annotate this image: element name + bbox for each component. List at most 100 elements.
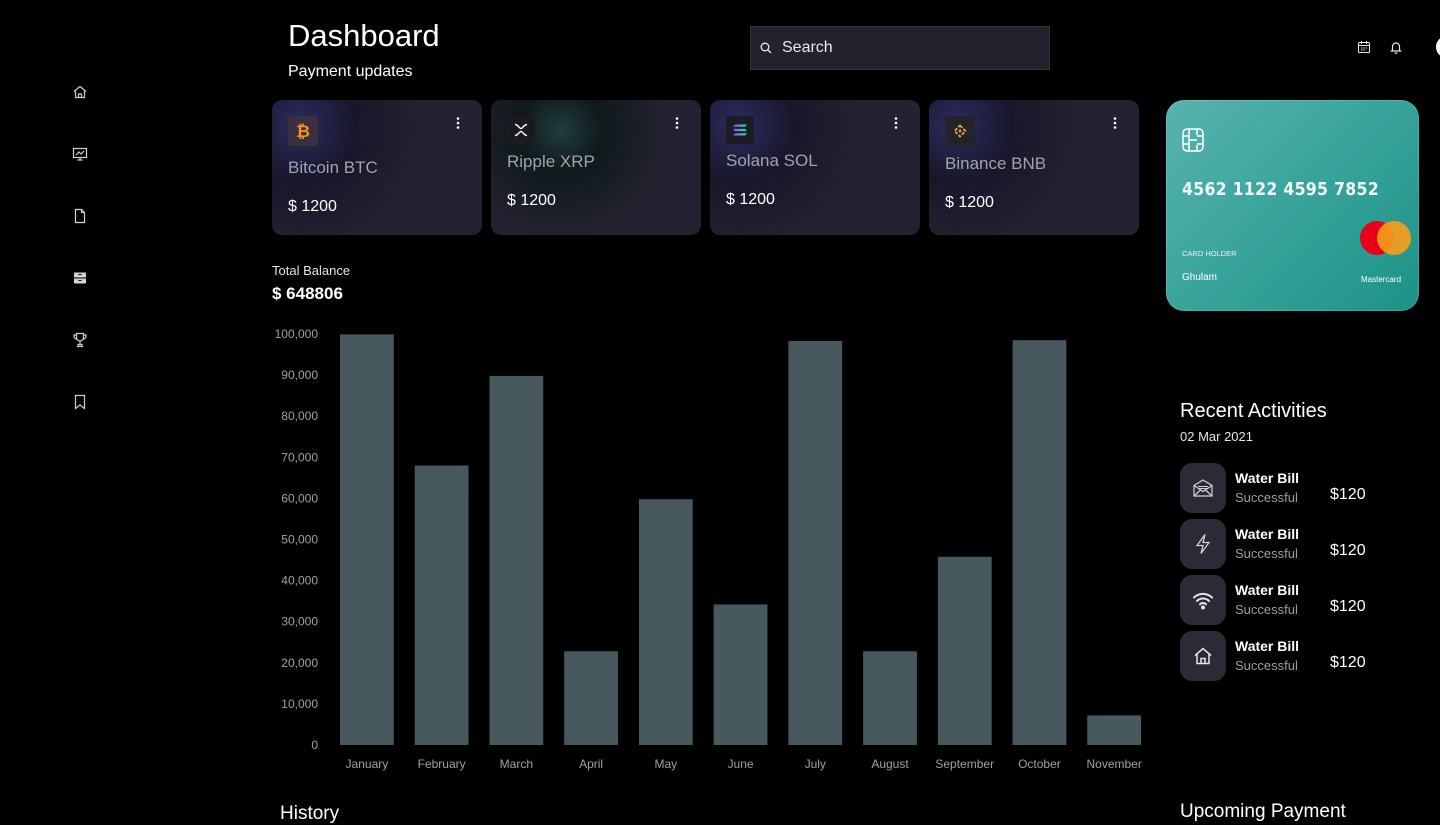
activity-status: Successful [1235, 490, 1298, 505]
bookmark-icon[interactable] [72, 394, 88, 410]
x-tick-label: November [1086, 757, 1141, 771]
coin-name: Binance BNB [945, 154, 1047, 173]
search-input[interactable] [780, 38, 1024, 58]
coin-card-solana[interactable]: Solana SOL $ 1200 [710, 100, 920, 235]
more-options-icon[interactable] [673, 116, 681, 130]
total-balance-value: $ 648806 [272, 284, 343, 303]
svg-text:₿: ₿ [296, 122, 310, 140]
x-tick-label: February [418, 757, 466, 771]
trophy-icon[interactable] [72, 332, 88, 348]
x-tick-label: July [805, 757, 826, 771]
mail-icon [1180, 463, 1226, 513]
activity-status: Successful [1235, 546, 1298, 561]
x-tick-label: March [500, 757, 533, 771]
coin-card-binance[interactable]: Binance BNB $ 1200 [929, 100, 1139, 235]
presentation-icon[interactable] [72, 146, 88, 162]
page-title: Dashboard [288, 18, 440, 53]
home-icon[interactable] [72, 84, 88, 100]
activity-name: Water Bill [1235, 638, 1300, 654]
x-tick-label: January [346, 757, 389, 771]
chart-bar[interactable] [1012, 340, 1067, 745]
monthly-bar-chart: 0 10,000 20,000 30,000 40,000 50,000 60,000 70,… [275, 327, 1142, 771]
x-tick-label: September [935, 757, 994, 771]
credit-card[interactable]: 4562 1122 4595 7852 CARD HOLDER Ghulam M… [1166, 100, 1419, 311]
activity-status: Successful [1235, 602, 1298, 617]
avatar[interactable] [1436, 36, 1440, 58]
coin-amount: $ 1200 [726, 191, 775, 208]
y-tick-label: 10,000 [281, 697, 318, 711]
y-tick-label: 100,000 [275, 327, 319, 341]
activity-status: Successful [1235, 658, 1298, 673]
activity-amount: $120 [1330, 542, 1366, 559]
wifi-icon [1180, 575, 1226, 625]
y-tick-label: 60,000 [281, 491, 318, 505]
search-icon [760, 42, 772, 54]
archive-icon[interactable] [72, 270, 88, 286]
document-icon[interactable] [72, 208, 88, 224]
coin-card-ripple[interactable]: Ripple XRP $ 1200 [491, 100, 701, 235]
more-options-icon[interactable] [892, 116, 900, 130]
activity-amount: $120 [1330, 598, 1366, 615]
y-tick-label: 50,000 [281, 533, 318, 547]
y-tick-label: 40,000 [281, 574, 318, 588]
activity-name: Water Bill [1235, 582, 1300, 598]
more-options-icon[interactable] [1111, 116, 1119, 130]
coin-name: Solana SOL [726, 151, 818, 170]
chart-bar[interactable] [340, 334, 394, 745]
activity-item[interactable]: Water Bill Successful $120 [1180, 519, 1420, 569]
house-icon [1180, 631, 1226, 681]
x-tick-label: October [1018, 757, 1061, 771]
more-options-icon[interactable] [454, 116, 462, 130]
history-heading: History [280, 803, 340, 824]
x-tick-label: August [871, 757, 909, 771]
chart-bar[interactable] [638, 499, 693, 745]
chart-bar[interactable] [863, 651, 917, 745]
activity-amount: $120 [1330, 654, 1366, 671]
chart-bar[interactable] [1087, 715, 1142, 745]
x-tick-label: June [728, 757, 754, 771]
chart-bar[interactable] [564, 651, 618, 745]
y-tick-label: 70,000 [281, 450, 318, 464]
coin-amount: $ 1200 [288, 198, 337, 215]
chart-bar[interactable] [788, 340, 843, 745]
coin-amount: $ 1200 [945, 194, 994, 211]
mastercard-logo-right [1377, 221, 1411, 255]
card-holder-name: Ghulam [1182, 272, 1218, 283]
coin-amount: $ 1200 [507, 192, 556, 209]
y-tick-label: 20,000 [281, 656, 318, 670]
lightning-icon [1180, 519, 1226, 569]
card-brand: Mastercard [1361, 275, 1402, 284]
recent-activities-title: Recent Activities [1180, 400, 1327, 422]
y-tick-label: 30,000 [281, 615, 318, 629]
x-tick-label: April [579, 757, 603, 771]
card-number: 4562 1122 4595 7852 [1182, 180, 1379, 200]
bitcoin-icon: ₿ [288, 116, 318, 146]
chart-bar[interactable] [937, 556, 992, 745]
x-tick-label: May [654, 757, 677, 771]
chart-bar[interactable] [414, 465, 469, 745]
calendar-icon[interactable] [1357, 40, 1371, 54]
card-holder-label: CARD HOLDER [1182, 249, 1237, 258]
activity-item[interactable]: Water Bill Successful $120 [1180, 575, 1420, 625]
binance-icon [945, 116, 975, 146]
page-subtitle: Payment updates [288, 63, 413, 80]
y-tick-label: 90,000 [281, 368, 318, 382]
solana-icon [726, 116, 754, 144]
y-tick-label: 0 [311, 738, 318, 752]
notification-bell-icon[interactable] [1389, 40, 1403, 54]
activity-item[interactable]: Water Bill Successful $120 [1180, 631, 1420, 681]
recent-activities-date: 02 Mar 2021 [1180, 429, 1253, 444]
coin-card-bitcoin[interactable]: ₿ Bitcoin BTC $ 1200 [272, 100, 482, 235]
activity-name: Water Bill [1235, 526, 1300, 542]
card-chip-icon [1182, 128, 1204, 157]
upcoming-payment-heading: Upcoming Payment [1180, 801, 1346, 822]
activity-item[interactable]: Water Bill Successful $120 [1180, 463, 1420, 513]
chart-bar[interactable] [713, 604, 768, 745]
ripple-icon [507, 116, 535, 144]
coin-name: Bitcoin BTC [288, 158, 378, 177]
total-balance-label: Total Balance [272, 263, 351, 278]
search-box[interactable] [750, 26, 1050, 70]
chart-bar[interactable] [489, 375, 544, 745]
y-tick-label: 80,000 [281, 409, 318, 423]
coin-name: Ripple XRP [507, 152, 595, 171]
